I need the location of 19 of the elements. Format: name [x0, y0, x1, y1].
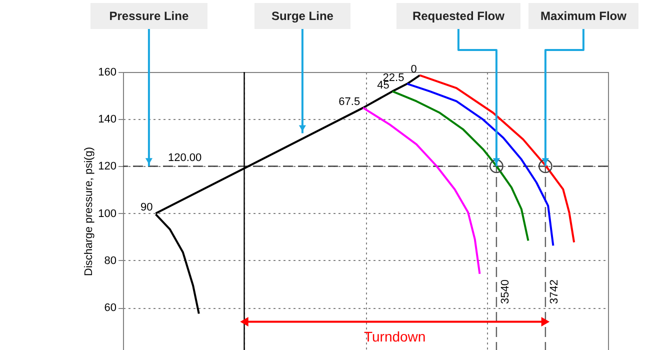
annotation: 45 — [377, 79, 390, 92]
annotation: Pressure Line — [109, 9, 189, 23]
annotation: 90 — [140, 201, 153, 214]
y-tick-label: 120 — [98, 160, 116, 173]
series-label: Turndown — [364, 328, 426, 345]
annotation: 67.5 — [338, 96, 360, 108]
annotation: Maximum Flow — [540, 9, 628, 23]
ref-line-label: 3742 — [548, 280, 560, 304]
ref-line-label: 3540 — [499, 280, 512, 304]
annotation: Surge Line — [271, 9, 334, 23]
y-tick-label: 100 — [98, 208, 116, 220]
annotation: 0 — [410, 63, 417, 76]
ref-line-label: 120.00 — [168, 152, 202, 164]
annotation: Requested Flow — [412, 9, 506, 23]
y-tick-label: 60 — [104, 302, 116, 314]
y-tick-label: 80 — [104, 254, 116, 267]
y-tick-label: 160 — [98, 66, 116, 78]
y-tick-label: 140 — [98, 114, 116, 126]
y-axis-title: Discharge pressure, psi(g) — [83, 147, 96, 276]
